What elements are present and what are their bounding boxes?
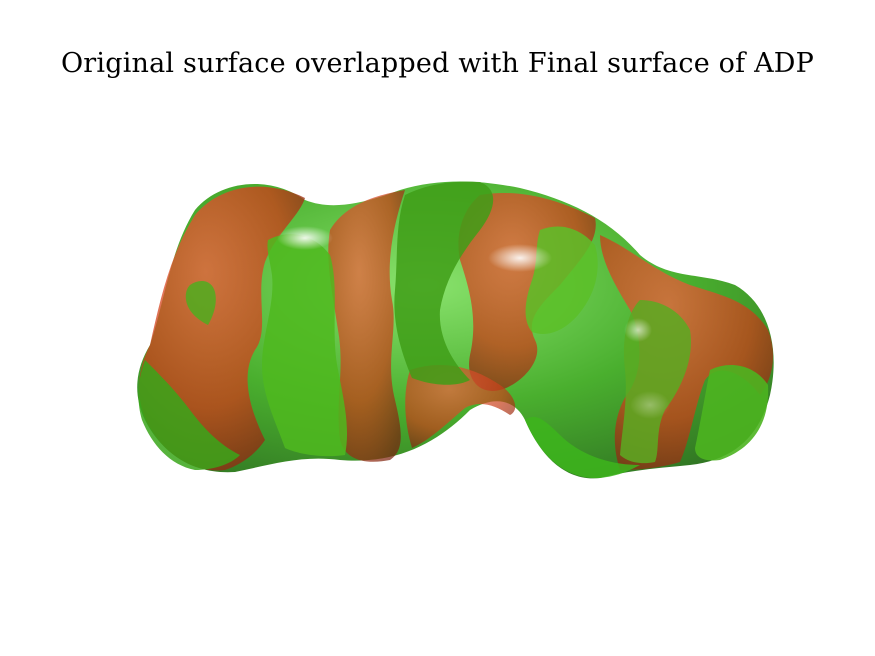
final-surface-ribbon-2 [394,181,494,385]
final-surface-bulge [525,416,640,479]
highlight-left [277,226,333,250]
highlight-right [624,318,652,342]
final-surface-ribbon-7 [185,280,216,325]
figure-title: Original surface overlapped with Final s… [60,48,815,79]
final-surface-ribbon-5 [695,365,769,461]
final-surface-ribbon-1 [262,234,348,457]
final-surface-ribbon-6 [138,360,240,470]
original-surface-center-band-1 [328,190,405,462]
highlight-lower [630,391,670,419]
highlight-center [488,244,552,272]
original-surface-lower-patch [405,365,516,448]
